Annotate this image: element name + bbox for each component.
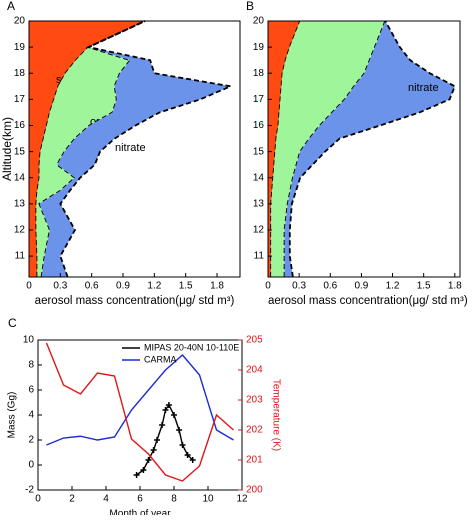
y-tick-label: -2 xyxy=(25,485,34,496)
x-tick-label: 0.6 xyxy=(323,281,337,292)
line xyxy=(45,342,234,482)
y-tick-label: 12 xyxy=(253,225,265,236)
x-tick-label: 0.6 xyxy=(85,281,99,292)
x-axis-label: aerosol mass concentration(μg/ std m³) xyxy=(268,295,468,307)
y2-tick-label: 202 xyxy=(246,425,263,436)
y2-tick-label: 205 xyxy=(246,335,263,346)
y-tick-label: 19 xyxy=(253,42,265,53)
area xyxy=(268,21,301,277)
marker xyxy=(162,407,169,413)
x-tick-label: 0.3 xyxy=(292,281,306,292)
y-tick-label: 18 xyxy=(253,68,265,79)
y-tick-label: 0 xyxy=(28,460,34,471)
y-tick-label: 11 xyxy=(254,251,265,262)
x-tick-label: 10 xyxy=(202,494,214,505)
y-tick-label: 20 xyxy=(14,16,26,27)
y-tick-label: 18 xyxy=(14,68,26,79)
y-tick-label: 15 xyxy=(253,146,265,157)
line xyxy=(46,354,234,446)
marker xyxy=(179,442,186,448)
y2-tick-label: 201 xyxy=(246,455,263,466)
area xyxy=(284,21,455,277)
y-tick-label: 8 xyxy=(28,360,34,371)
legend-label: CARMA xyxy=(144,354,177,364)
series-label: nitrate xyxy=(115,142,146,154)
x-tick-label: 0 xyxy=(265,281,271,292)
marker xyxy=(171,412,177,418)
x-tick-label: 8 xyxy=(171,494,177,505)
x-tick-label: 0.3 xyxy=(53,281,67,292)
y-tick-label: 14 xyxy=(253,172,265,183)
y-tick-label: 15 xyxy=(14,146,26,157)
y2-tick-label: 204 xyxy=(246,365,263,376)
y-tick-label: 11 xyxy=(15,251,26,262)
panel-title: C xyxy=(8,316,17,330)
boundary-line xyxy=(38,20,146,278)
marker xyxy=(145,457,152,463)
area xyxy=(36,21,145,277)
y-tick-label: 14 xyxy=(14,172,26,183)
marker xyxy=(165,402,172,408)
x-tick-label: 1.2 xyxy=(386,281,400,292)
x-axis-label: Month of year xyxy=(109,509,171,515)
y-tick-label: 20 xyxy=(253,16,265,27)
y-tick-label: 19 xyxy=(14,42,26,53)
x-tick-label: 6 xyxy=(137,494,143,505)
y-tick-label: 13 xyxy=(253,198,265,209)
y-tick-label: 16 xyxy=(14,120,26,131)
y-tick-label: 2 xyxy=(28,435,34,446)
y2-axis-label: Temperature (K) xyxy=(270,379,281,451)
marker xyxy=(176,427,183,433)
y-tick-label: 10 xyxy=(23,335,35,346)
y-tick-label: 13 xyxy=(14,198,26,209)
y-tick-label: 6 xyxy=(28,385,34,396)
panel-title: B xyxy=(246,0,254,13)
x-tick-label: 1.5 xyxy=(417,281,431,292)
marker xyxy=(133,472,140,478)
y-tick-label: 16 xyxy=(253,120,265,131)
y-axis-label: Altitude(km) xyxy=(0,117,14,181)
y-axis-label: Mass (Gg) xyxy=(7,392,18,439)
y-tick-label: 17 xyxy=(14,94,26,105)
x-tick-label: 4 xyxy=(103,494,109,505)
legend-label: MIPAS 20-40N 10-110E xyxy=(144,342,239,352)
line xyxy=(136,403,194,476)
marker xyxy=(184,452,191,458)
y2-tick-label: 203 xyxy=(246,395,263,406)
x-tick-label: 0 xyxy=(35,494,41,505)
plot-frame xyxy=(267,20,461,278)
boundary-line xyxy=(288,20,456,278)
x-tick-label: 0.9 xyxy=(116,281,130,292)
panel-title: A xyxy=(7,0,15,13)
area xyxy=(271,21,386,277)
x-axis-label: aerosol mass concentration(μg/ std m³) xyxy=(35,295,235,307)
marker xyxy=(189,457,196,463)
x-tick-label: 0 xyxy=(26,281,32,292)
series-label: nitrate xyxy=(408,82,439,94)
boundary-line xyxy=(59,20,234,278)
area xyxy=(39,21,231,277)
x-tick-label: 0.9 xyxy=(354,281,368,292)
plot-frame xyxy=(28,20,241,278)
marker xyxy=(140,467,147,473)
marker xyxy=(154,437,160,443)
x-tick-label: 12 xyxy=(236,494,248,505)
marker xyxy=(150,447,157,453)
marker xyxy=(159,422,166,428)
y-tick-label: 17 xyxy=(253,94,265,105)
x-tick-label: 1.8 xyxy=(448,281,462,292)
y-tick-label: 12 xyxy=(14,225,26,236)
x-tick-label: 1.5 xyxy=(179,281,193,292)
y2-tick-label: 200 xyxy=(246,485,263,496)
y-tick-label: 4 xyxy=(28,410,34,421)
x-tick-label: 1.8 xyxy=(210,281,224,292)
x-tick-label: 1.2 xyxy=(147,281,161,292)
x-tick-label: 2 xyxy=(69,494,75,505)
